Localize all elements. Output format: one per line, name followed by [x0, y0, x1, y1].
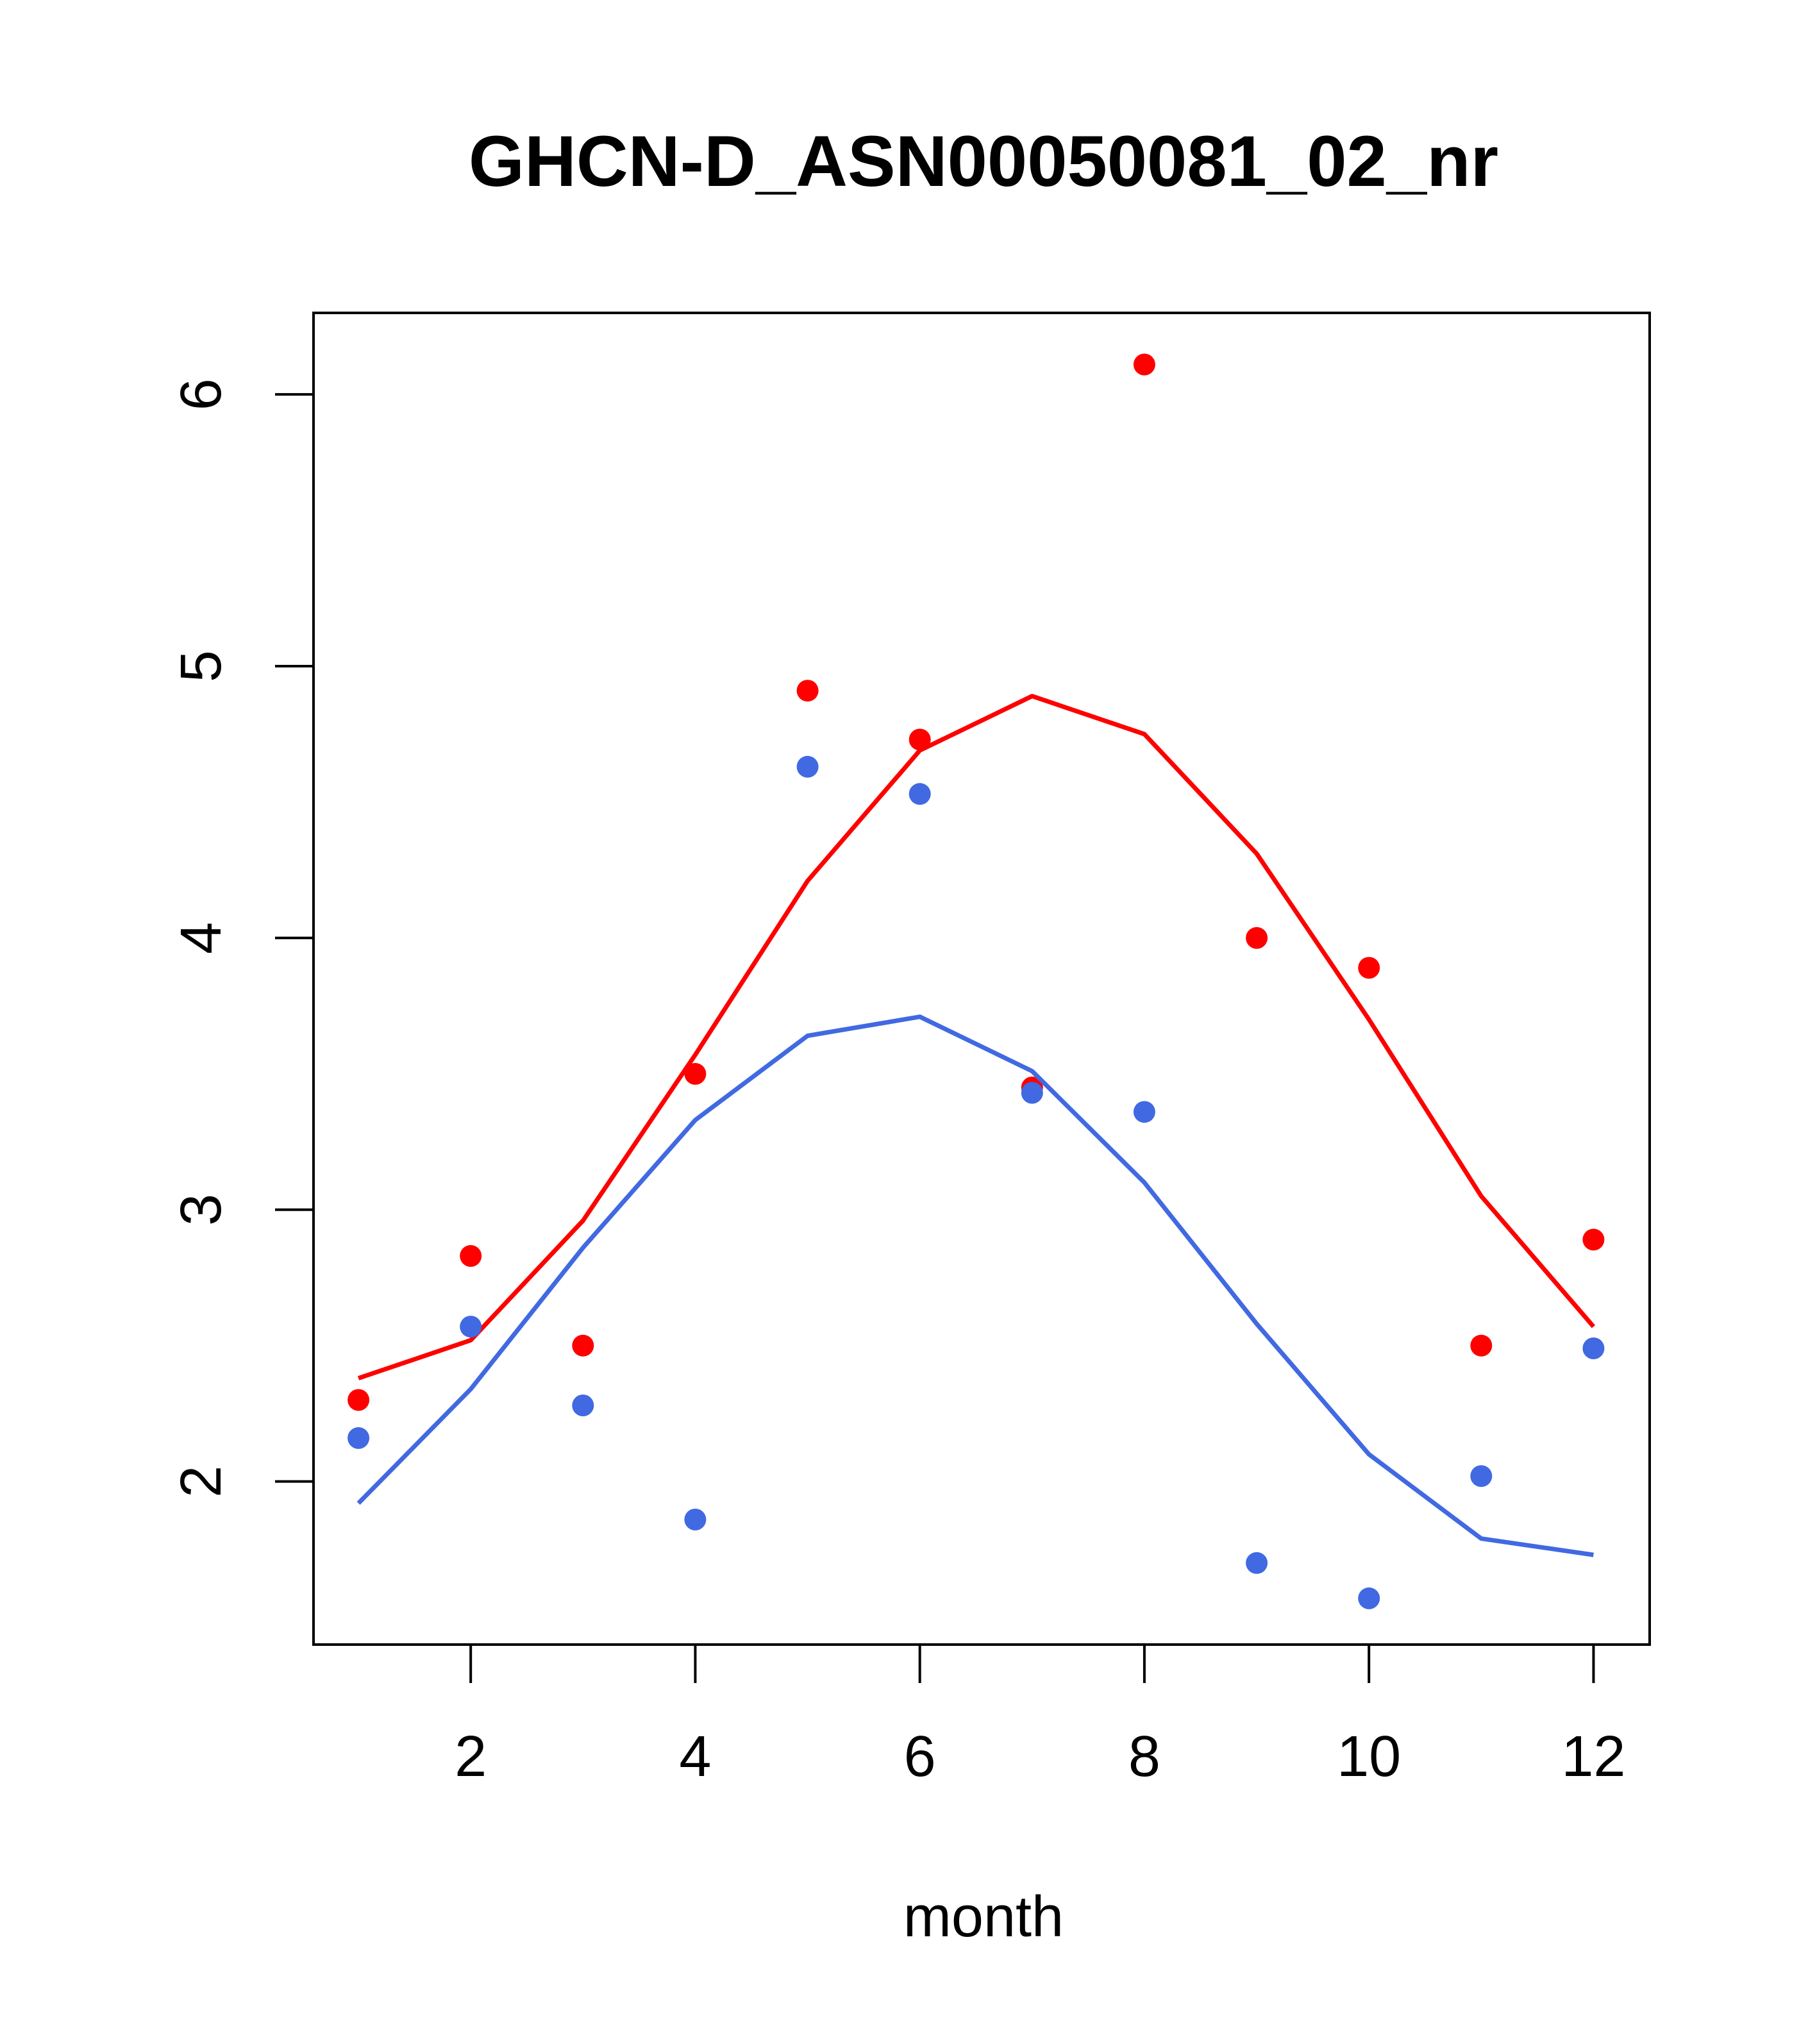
- series-2-point: [1021, 1082, 1043, 1104]
- x-tick-label: 10: [1337, 1725, 1401, 1789]
- y-tick-label: 3: [169, 1194, 233, 1226]
- series-2-point: [347, 1427, 370, 1449]
- series-2-point: [684, 1509, 707, 1530]
- series-1-point: [796, 680, 819, 702]
- x-tick-label: 6: [904, 1725, 936, 1789]
- series-2-point: [1358, 1587, 1380, 1609]
- x-tick-label: 8: [1128, 1725, 1160, 1789]
- series-2-point: [1582, 1337, 1605, 1359]
- series-layer: [347, 353, 1605, 1609]
- series-1-point: [908, 728, 931, 751]
- x-axis-label: month: [903, 1885, 1064, 1949]
- series-2-point: [572, 1395, 594, 1416]
- series-1-point: [1358, 957, 1380, 979]
- y-axis: 2 3 4 5 6: [169, 378, 315, 1498]
- chart-title: GHCN-D_ASN00050081_02_nr: [469, 121, 1498, 201]
- series-1-point: [1133, 353, 1155, 376]
- y-tick-label: 5: [169, 650, 233, 682]
- series-1-point: [347, 1389, 370, 1411]
- series-2-point: [1470, 1465, 1493, 1487]
- series-2-point: [1246, 1552, 1268, 1574]
- plot-frame: [312, 312, 1651, 1646]
- x-tick-label: 12: [1561, 1725, 1625, 1789]
- series-2-point: [908, 783, 931, 805]
- series-2-point: [1133, 1101, 1155, 1123]
- series-1-point: [684, 1062, 707, 1085]
- series-1-point: [460, 1244, 482, 1267]
- series-2-point: [796, 755, 819, 778]
- series-1-point: [1582, 1228, 1605, 1251]
- x-tick-label: 2: [455, 1725, 487, 1789]
- series-2-point: [460, 1316, 482, 1338]
- series-1-line: [357, 694, 1596, 1380]
- y-tick-label: 2: [169, 1466, 233, 1498]
- y-tick-label: 4: [169, 922, 233, 954]
- series-2-line: [356, 1014, 1594, 1557]
- series-1-point: [572, 1334, 594, 1357]
- series-1-point: [1246, 926, 1268, 949]
- x-tick-label: 4: [679, 1725, 711, 1789]
- y-tick-label: 6: [169, 378, 233, 410]
- x-axis: 2 4 6 8 10 12: [455, 1643, 1625, 1789]
- series-1-point: [1470, 1334, 1493, 1357]
